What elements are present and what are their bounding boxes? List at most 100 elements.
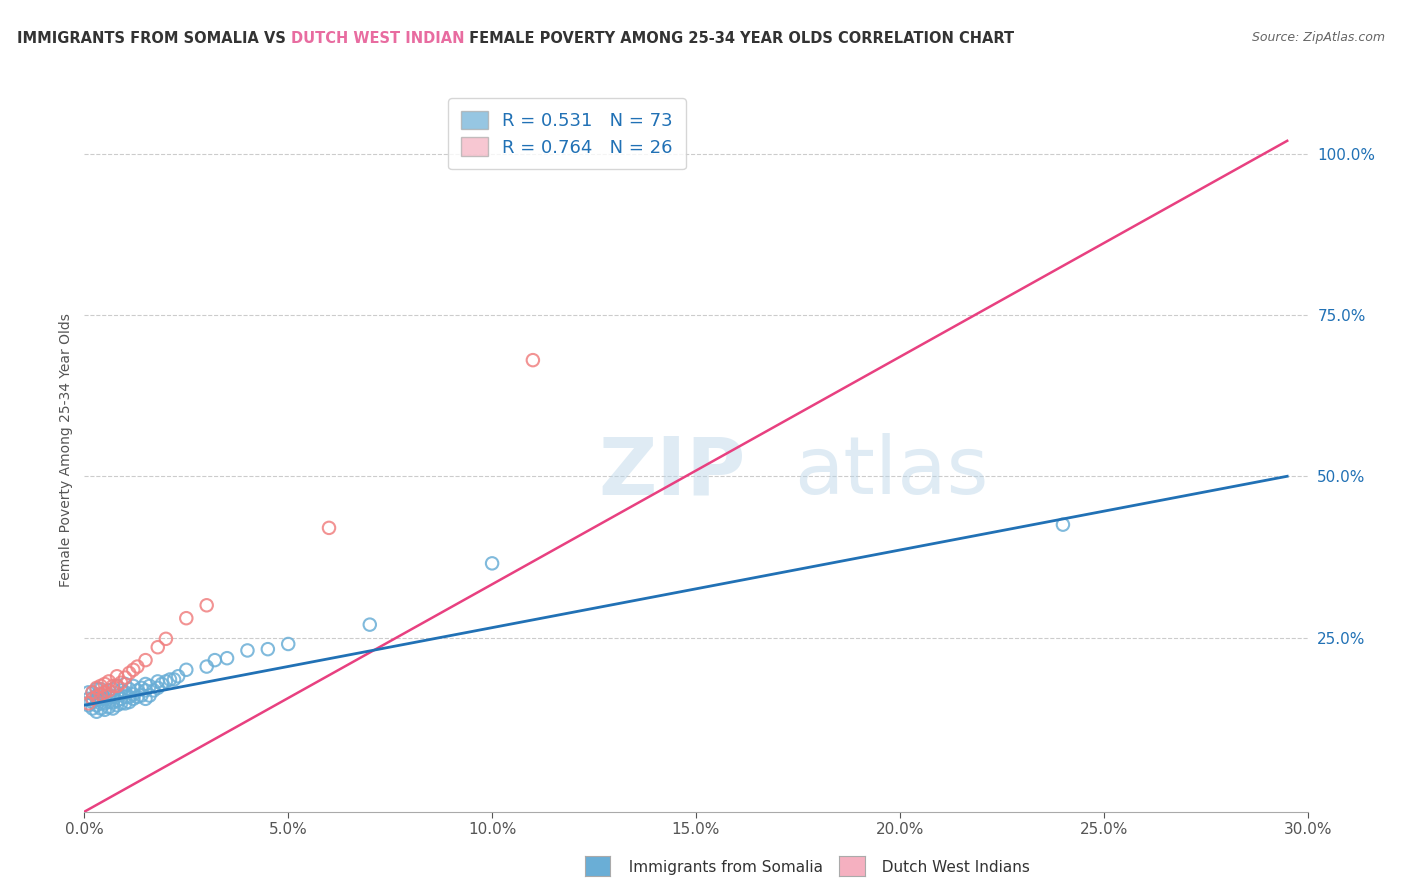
Point [77,685,100,699]
Point [82,691,104,706]
Text: IMMIGRANTS FROM SOMALIA VS: IMMIGRANTS FROM SOMALIA VS [17,31,291,46]
Point [77,698,100,713]
Point [90,682,112,697]
Point [86,698,108,713]
Point [90,691,112,706]
Point [93,685,115,699]
Point [195,659,218,673]
Point [82,701,104,715]
Point [86,681,108,695]
Text: ZIP: ZIP [598,434,745,511]
Point [86,705,108,719]
Point [1052,517,1074,532]
Point [174,663,197,677]
Point [481,557,503,571]
Point [110,697,132,711]
Point [77,697,100,711]
Point [135,691,157,706]
Text: Dutch West Indians: Dutch West Indians [872,860,1029,874]
Text: Immigrants from Somalia: Immigrants from Somalia [619,860,823,874]
Point [118,690,141,704]
Point [110,675,132,690]
Point [127,690,149,704]
Point [195,599,218,613]
Point [257,642,280,657]
Point [82,695,104,709]
Point [167,669,190,683]
Point [131,681,153,695]
Point [110,683,132,698]
Point [105,689,128,703]
Point [142,683,165,698]
Point [97,683,120,698]
Point [127,659,149,673]
Point [114,671,136,685]
Point [101,679,124,693]
Point [135,677,157,691]
Point [82,685,104,699]
Point [97,700,120,714]
Point [97,690,120,704]
Point [146,674,169,689]
Point [82,685,104,699]
Point [118,695,141,709]
Point [146,681,169,695]
Point [82,691,104,706]
Point [135,653,157,667]
Point [118,682,141,697]
Point [77,691,100,706]
Point [522,353,544,368]
Point [122,679,145,693]
Point [118,666,141,681]
Point [155,674,177,689]
Point [93,703,115,717]
Point [105,694,128,708]
Point [93,677,115,691]
Point [114,697,136,711]
Point [138,689,160,703]
Point [138,679,160,693]
Y-axis label: Female Poverty Among 25-34 Year Olds: Female Poverty Among 25-34 Year Olds [59,313,73,588]
Point [150,677,173,691]
Point [105,698,128,713]
Point [155,632,177,646]
Point [86,691,108,706]
Point [131,689,153,703]
Point [97,695,120,709]
Point [101,695,124,709]
Point [93,697,115,711]
Point [277,637,299,651]
Text: DUTCH WEST INDIAN: DUTCH WEST INDIAN [291,31,464,46]
Point [135,683,157,698]
Point [101,701,124,715]
Point [97,683,120,698]
Point [93,685,115,699]
Text: atlas: atlas [794,434,988,511]
Point [204,653,226,667]
Point [127,683,149,698]
Point [146,640,169,655]
Point [86,682,108,697]
Point [122,687,145,701]
Point [122,663,145,677]
Point [110,691,132,706]
Point [101,690,124,704]
Point [86,689,108,703]
Point [90,679,112,693]
Point [93,691,115,706]
Text: Source: ZipAtlas.com: Source: ZipAtlas.com [1251,31,1385,45]
Point [359,617,381,632]
Point [217,651,239,665]
Point [114,685,136,699]
Point [101,682,124,697]
Point [236,643,259,657]
Point [90,687,112,701]
Point [114,677,136,691]
Point [90,687,112,701]
Point [105,669,128,683]
Point [105,679,128,693]
Point [122,691,145,706]
Text: FEMALE POVERTY AMONG 25-34 YEAR OLDS CORRELATION CHART: FEMALE POVERTY AMONG 25-34 YEAR OLDS COR… [464,31,1015,46]
Point [90,697,112,711]
Point [90,701,112,715]
